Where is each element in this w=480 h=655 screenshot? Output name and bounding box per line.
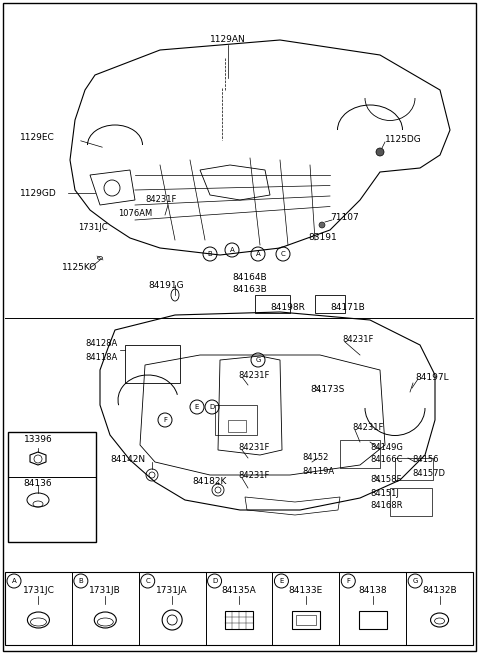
- Bar: [255, 295, 290, 313]
- Text: 1076AM: 1076AM: [118, 208, 152, 217]
- Text: 84151J: 84151J: [370, 489, 399, 498]
- Bar: [125, 345, 180, 383]
- Text: 84149G: 84149G: [370, 443, 403, 451]
- Bar: [5, 572, 473, 645]
- Text: 84231F: 84231F: [342, 335, 373, 345]
- Text: E: E: [195, 404, 199, 410]
- Text: A: A: [229, 247, 234, 253]
- Text: 1731JC: 1731JC: [23, 586, 54, 595]
- Bar: [340, 440, 380, 468]
- Text: 84163B: 84163B: [232, 286, 267, 295]
- Text: 84132B: 84132B: [422, 586, 457, 595]
- Text: F: F: [346, 578, 350, 584]
- Text: 84156: 84156: [412, 455, 439, 464]
- Text: 84164B: 84164B: [232, 272, 266, 282]
- Text: 84136: 84136: [24, 479, 52, 487]
- Bar: [292, 611, 320, 629]
- Text: 84231F: 84231F: [352, 424, 384, 432]
- Text: 84119A: 84119A: [302, 468, 334, 476]
- Text: 84197L: 84197L: [415, 373, 449, 381]
- Text: 1129GD: 1129GD: [20, 189, 57, 198]
- Text: 1129AN: 1129AN: [210, 35, 246, 45]
- Text: 84133E: 84133E: [289, 586, 323, 595]
- Text: 1731JB: 1731JB: [89, 586, 121, 595]
- Text: 71107: 71107: [330, 214, 359, 223]
- Text: 84231F: 84231F: [145, 195, 176, 204]
- Text: 84135A: 84135A: [222, 586, 256, 595]
- Text: 84158F: 84158F: [370, 476, 401, 485]
- Text: A: A: [256, 251, 260, 257]
- Text: A: A: [12, 578, 16, 584]
- Text: 84231F: 84231F: [238, 443, 269, 453]
- Text: 84118A: 84118A: [85, 352, 117, 362]
- Bar: [315, 295, 345, 313]
- Text: 84138: 84138: [359, 586, 387, 595]
- Bar: [228, 420, 246, 432]
- Text: D: D: [212, 578, 217, 584]
- Text: 13396: 13396: [24, 436, 52, 445]
- Text: G: G: [412, 578, 418, 584]
- Bar: [359, 611, 387, 629]
- Text: 84231F: 84231F: [238, 472, 269, 481]
- Text: G: G: [255, 357, 261, 363]
- Bar: [215, 405, 257, 435]
- Text: 84231F: 84231F: [238, 371, 269, 379]
- Circle shape: [376, 148, 384, 156]
- Bar: [296, 615, 316, 625]
- Text: 84198R: 84198R: [270, 303, 305, 312]
- Bar: [390, 488, 432, 516]
- Text: B: B: [208, 251, 212, 257]
- Text: 1125KO: 1125KO: [62, 263, 97, 272]
- Text: 84142N: 84142N: [110, 455, 145, 464]
- Text: 1125DG: 1125DG: [385, 136, 422, 145]
- Bar: [225, 611, 253, 629]
- Text: E: E: [279, 578, 284, 584]
- Text: D: D: [209, 404, 215, 410]
- Text: 84168R: 84168R: [370, 502, 403, 510]
- Bar: [8, 432, 96, 542]
- Text: 1129EC: 1129EC: [20, 134, 55, 143]
- Text: 83191: 83191: [308, 233, 337, 242]
- Text: 84152: 84152: [302, 453, 328, 462]
- Bar: [395, 458, 433, 480]
- Text: 84166C: 84166C: [370, 455, 403, 464]
- Text: C: C: [145, 578, 150, 584]
- Text: 84128A: 84128A: [85, 339, 117, 348]
- Text: 84173S: 84173S: [310, 386, 344, 394]
- Circle shape: [319, 222, 325, 228]
- Text: 84171B: 84171B: [330, 303, 365, 312]
- Text: 1731JA: 1731JA: [156, 586, 188, 595]
- Text: 84191G: 84191G: [148, 280, 184, 290]
- Text: 84157D: 84157D: [412, 470, 445, 479]
- Text: B: B: [79, 578, 83, 584]
- Text: F: F: [163, 417, 167, 423]
- Text: 84182K: 84182K: [192, 477, 227, 487]
- Text: C: C: [281, 251, 286, 257]
- Text: 1731JC: 1731JC: [78, 223, 108, 233]
